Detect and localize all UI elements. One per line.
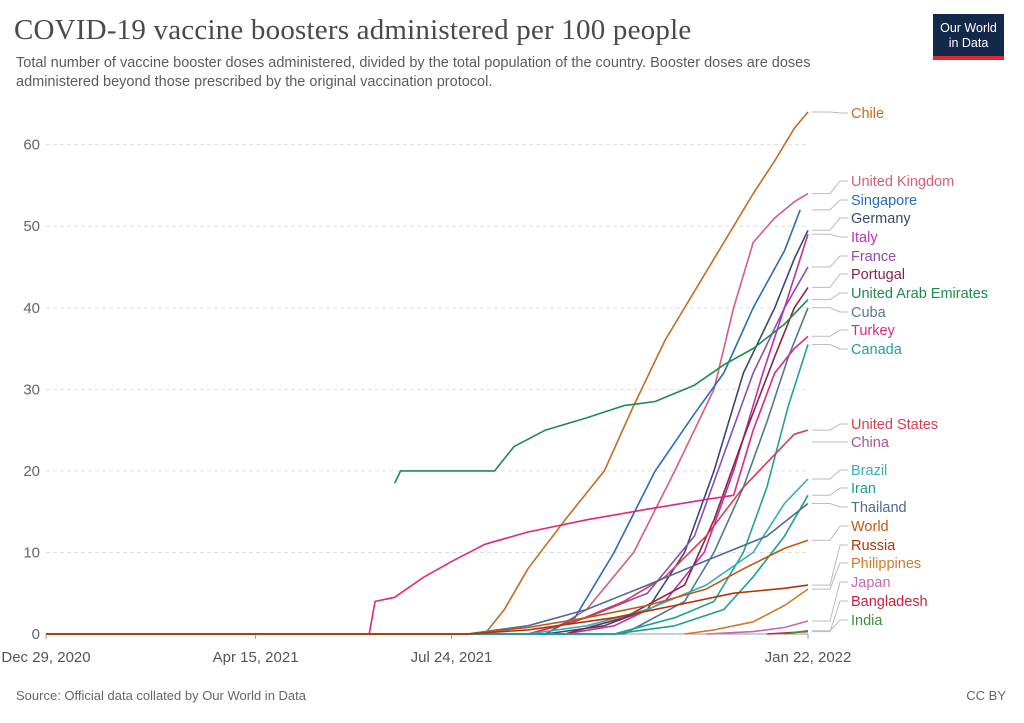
- chart-title: COVID-19 vaccine boosters administered p…: [14, 14, 692, 46]
- series-label-world: World: [851, 519, 889, 535]
- leader-line-united-states: [812, 423, 848, 431]
- leader-line-france: [812, 255, 848, 268]
- leader-line-portugal: [812, 273, 848, 288]
- series-label-thailand: Thailand: [851, 500, 907, 516]
- leader-line-japan: [812, 581, 848, 622]
- series-line-portugal: [46, 286, 809, 635]
- series-line-philippines: [684, 588, 809, 635]
- license-link[interactable]: CC BY: [966, 688, 1006, 703]
- leader-line-singapore: [812, 199, 848, 211]
- series-line-india: [784, 629, 809, 635]
- series-label-brazil: Brazil: [851, 463, 887, 479]
- chart-subtitle: Total number of vaccine booster doses ad…: [16, 55, 811, 90]
- series-label-cuba: Cuba: [851, 305, 887, 321]
- series-label-china: China: [851, 435, 890, 451]
- leader-line-india: [812, 619, 848, 632]
- x-axis: Dec 29, 2020 Apr 15, 2021 Jul 24, 2021 Jan …: [1, 634, 851, 666]
- leader-line-russia: [812, 544, 848, 586]
- owid-logo[interactable]: Our World in Data: [933, 14, 1004, 60]
- leader-line-united-arab-emirates: [812, 292, 848, 301]
- leader-line-bangladesh: [812, 600, 848, 633]
- series-label-portugal: Portugal: [851, 267, 905, 283]
- y-tick-label: 30: [23, 381, 40, 398]
- leader-line-thailand: [812, 503, 848, 508]
- series-line-japan: [706, 620, 809, 635]
- series-line-united-kingdom: [46, 192, 809, 635]
- x-tick-label: Dec 29, 2020: [1, 649, 90, 666]
- series-label-canada: Canada: [851, 342, 903, 358]
- x-tick-label: Jan 22, 2022: [765, 649, 852, 666]
- leader-line-turkey: [812, 329, 848, 337]
- logo-line-1: Our World: [940, 21, 997, 35]
- series-label-russia: Russia: [851, 538, 896, 554]
- logo-line-2: in Data: [948, 36, 989, 50]
- leader-line-brazil: [812, 469, 848, 480]
- y-tick-label: 10: [23, 544, 40, 561]
- series-line-turkey: [46, 335, 809, 635]
- y-tick-label: 50: [23, 218, 40, 235]
- leader-line-iran: [812, 487, 848, 496]
- series-line-iran: [46, 494, 809, 635]
- leader-line-world: [812, 525, 848, 541]
- series-label-germany: Germany: [851, 211, 911, 227]
- y-tick-label: 40: [23, 300, 40, 317]
- series-labels: Chile United Kingdom Singapore Germany Italy…: [812, 106, 988, 633]
- x-tick-label: Jul 24, 2021: [411, 649, 493, 666]
- series-label-chile: Chile: [851, 106, 884, 122]
- series-line-russia: [46, 584, 809, 635]
- series-label-united-arab-emirates: United Arab Emirates: [851, 286, 988, 302]
- leader-line-chile: [812, 111, 848, 114]
- leader-line-philippines: [812, 562, 848, 590]
- series-lines: [46, 111, 809, 635]
- series-line-united-states: [46, 429, 809, 635]
- series-label-united-kingdom: United Kingdom: [851, 174, 954, 190]
- leader-line-cuba: [812, 307, 848, 313]
- series-line-france: [46, 266, 809, 635]
- series-label-united-states: United States: [851, 417, 938, 433]
- series-label-italy: Italy: [851, 230, 878, 246]
- leader-line-canada: [812, 344, 848, 350]
- series-label-japan: Japan: [851, 575, 891, 591]
- grid: [46, 144, 808, 635]
- y-tick-label: 0: [32, 626, 40, 643]
- series-label-france: France: [851, 249, 896, 265]
- y-tick-label: 60: [23, 137, 40, 154]
- source-note: Source: Official data collated by Our Wo…: [16, 688, 306, 703]
- series-line-united-arab-emirates: [393, 299, 809, 484]
- series-line-germany: [46, 229, 809, 635]
- y-tick-label: 20: [23, 463, 40, 480]
- leader-line-italy: [812, 233, 848, 238]
- series-label-singapore: Singapore: [851, 193, 917, 209]
- series-line-italy: [46, 234, 809, 635]
- y-axis: 0 10 20 30 40 50 60: [23, 137, 40, 643]
- series-line-singapore: [46, 209, 801, 635]
- leader-line-united-kingdom: [812, 180, 848, 195]
- series-line-chile: [46, 111, 809, 635]
- series-label-turkey: Turkey: [851, 323, 896, 339]
- series-label-india: India: [851, 613, 883, 629]
- series-line-thailand: [46, 502, 809, 635]
- x-tick-label: Apr 15, 2021: [213, 649, 299, 666]
- series-label-philippines: Philippines: [851, 556, 921, 572]
- series-label-bangladesh: Bangladesh: [851, 594, 928, 610]
- series-label-iran: Iran: [851, 481, 876, 497]
- leader-line-germany: [812, 217, 848, 231]
